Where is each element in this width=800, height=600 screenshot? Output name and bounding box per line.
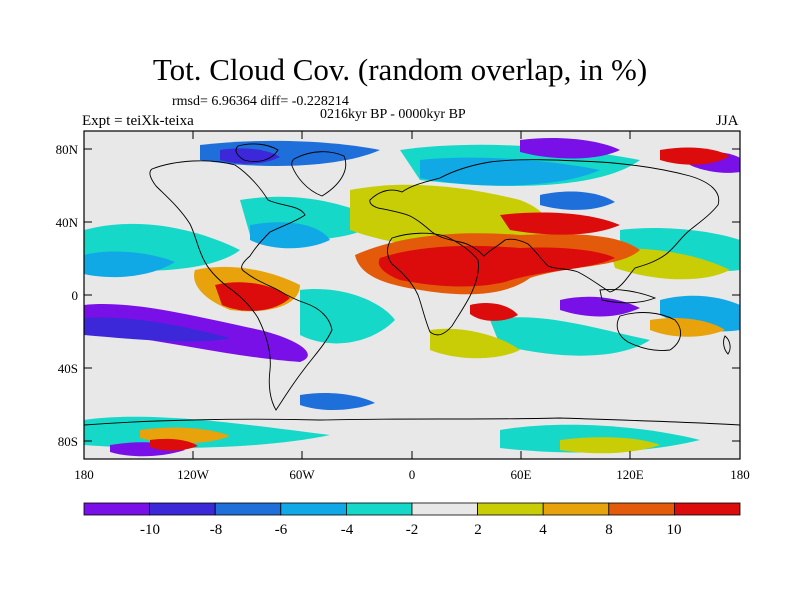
colorbar [83, 502, 741, 516]
x-tick-label: 180 [730, 467, 750, 482]
colorbar-label: 4 [539, 522, 547, 538]
colorbar-swatch [83, 502, 150, 516]
colorbar-swatch [608, 502, 675, 516]
axis-ticks [84, 131, 740, 459]
colorbar-labels: -10 -8 -6 -4 -2 2 4 8 10 [140, 522, 682, 538]
x-tick-label: 120W [177, 467, 210, 482]
y-tick-label: 0 [72, 288, 79, 303]
season-label: JJA [716, 113, 739, 129]
experiment-label: Expt = teiXk-teixa [82, 113, 194, 129]
colorbar-swatch [542, 502, 610, 516]
y-tick-label: 80S [58, 434, 78, 449]
map-field [84, 131, 740, 459]
colorbar-swatch [477, 502, 544, 516]
x-axis-labels: 180 120W 60W 0 60E 120E 180 [74, 467, 750, 482]
y-tick-label: 40N [56, 215, 79, 230]
colorbar-label: -6 [275, 522, 288, 538]
colorbar-swatch [411, 502, 478, 516]
x-tick-label: 180 [74, 467, 94, 482]
colorbar-label: 10 [667, 522, 682, 538]
colorbar-label: 2 [474, 522, 482, 538]
x-tick-label: 120E [616, 467, 644, 482]
colorbar-label: -8 [210, 522, 223, 538]
x-tick-label: 0 [409, 467, 416, 482]
y-axis-labels: 80N 40N 0 40S 80S [56, 142, 79, 449]
y-tick-label: 80N [56, 142, 79, 157]
colorbar-swatch [214, 502, 282, 516]
colorbar-swatch [149, 502, 216, 516]
colorbar-swatch [674, 502, 741, 516]
colorbar-label: -2 [406, 522, 419, 538]
colorbar-label: -10 [140, 522, 160, 538]
x-tick-label: 60W [289, 467, 315, 482]
x-tick-label: 60E [511, 467, 532, 482]
map-title: Tot. Cloud Cov. (random overlap, in %) [152, 52, 648, 87]
colorbar-swatch [345, 502, 413, 516]
y-tick-label: 40S [58, 361, 78, 376]
colorbar-label: 8 [605, 522, 613, 538]
colorbar-swatch [280, 502, 347, 516]
stats-label: rmsd= 6.96364 diff= -0.228214 [172, 94, 349, 109]
period-label: 0216kyr BP - 0000kyr BP [320, 107, 466, 122]
coastlines [83, 143, 741, 426]
colorbar-label: -4 [341, 522, 354, 538]
